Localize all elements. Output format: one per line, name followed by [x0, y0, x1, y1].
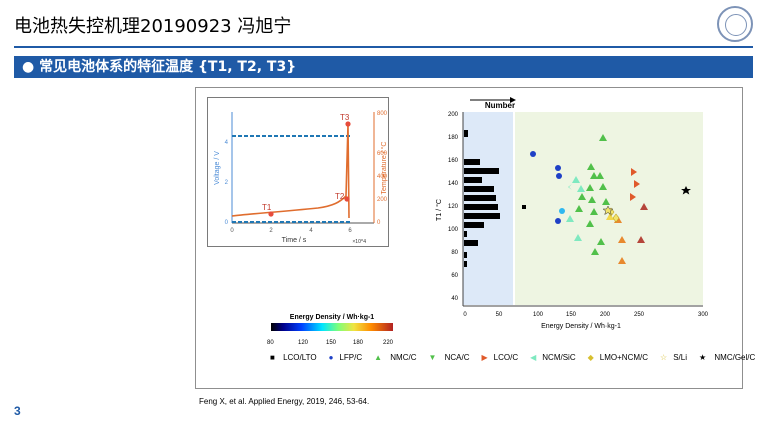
histogram-scatter-chart: Number 200 180 160 140 120 100 80 60 40 …: [435, 97, 709, 330]
voltage-tick-1: 2: [225, 180, 229, 186]
scatter-x-tick-300: 300: [698, 312, 709, 318]
time-tick-2: 4: [309, 228, 313, 234]
inset-x-label: Time / s: [282, 237, 307, 244]
page-number: 3: [14, 404, 21, 418]
triangle-up-icon: ▲: [374, 353, 383, 362]
bullet-icon: ●: [22, 59, 35, 75]
y-tick-200: 200: [448, 112, 459, 118]
triangle-left-icon: ◀: [530, 353, 537, 362]
voltage-axis-label: Voltage / V: [214, 151, 221, 185]
temp-tick-2: 400: [377, 174, 388, 180]
square-icon: ■: [270, 353, 275, 362]
legend: ■ LCO/LTO ● LFP/C ▲ NMC/C ▼ NCA/C ▶ LCO/C …: [270, 353, 767, 362]
time-tick-0: 0: [230, 228, 234, 234]
legend-item-lmo-ncm-c: ◆ LMO+NCM/C: [587, 353, 649, 362]
scatter-x-tick-150: 150: [566, 312, 577, 318]
colorbar-tick-180: 180: [353, 340, 364, 346]
temp-tick-4: 800: [377, 111, 388, 117]
y-tick-120: 120: [448, 204, 459, 210]
temperature-axis-label: Temperature / °C: [380, 142, 388, 195]
page-title: 电池热失控机理20190923 冯旭宁: [14, 16, 292, 37]
legend-item-nmc-c: ▲ NMC/C: [374, 353, 417, 362]
section-banner: ● 常见电池体系的特征温度 {T1, T2, T3}: [14, 56, 753, 78]
scatter-y-label: T1 / °C: [435, 199, 443, 221]
citation: Feng X, et al. Applied Energy, 2019, 246…: [199, 397, 370, 406]
university-logo: [717, 6, 753, 42]
legend-item-lco-lto: ■ LCO/LTO: [270, 353, 317, 362]
y-tick-60: 60: [451, 273, 458, 279]
scatter-x-label: Energy Density / Wh·kg-1: [541, 323, 621, 330]
legend-item-ncm-sic: ◀ NCM/SiC: [530, 353, 576, 362]
t1-label: T1: [262, 203, 272, 212]
histogram-title: Number: [485, 101, 515, 110]
colorbar-tick-220: 220: [383, 340, 394, 346]
inset-thermal-runaway-plot: T1 T2 T3 0 2 4 0 200 400 600 800 0 2 4 6…: [207, 97, 389, 247]
colorbar-tick-120: 120: [298, 340, 309, 346]
diamond-icon: ◆: [587, 353, 594, 362]
y-tick-100: 100: [448, 227, 459, 233]
time-tick-3: 6: [348, 228, 352, 234]
temp-tick-0: 0: [377, 220, 381, 226]
y-tick-180: 180: [448, 135, 459, 141]
section-title: 常见电池体系的特征温度 {T1, T2, T3}: [39, 59, 297, 75]
temp-tick-1: 200: [377, 197, 388, 203]
colorbar-tick-80: 80: [267, 340, 274, 346]
triangle-down-icon: ▼: [428, 353, 437, 362]
voltage-tick-2: 4: [225, 140, 229, 146]
colorbar-tick-150: 150: [326, 340, 337, 346]
figure-container: T1 T2 T3 0 2 4 0 200 400 600 800 0 2 4 6…: [195, 87, 743, 389]
t3-label: T3: [340, 113, 350, 122]
hist-x-tick-1: 50: [496, 312, 503, 318]
y-tick-160: 160: [448, 158, 459, 164]
time-tick-1: 2: [269, 228, 273, 234]
circle-icon: ●: [328, 353, 334, 362]
legend-item-nca-c: ▼ NCA/C: [428, 353, 470, 362]
inset-chart: T1 T2 T3 0 2 4 0 200 400 600 800 0 2 4 6…: [214, 111, 388, 245]
title-rule: [14, 46, 753, 48]
energy-colorbar: [271, 323, 393, 331]
colorbar-title: Energy Density / Wh·kg-1: [289, 314, 375, 321]
legend-item-lco-c: ▶ LCO/C: [481, 353, 519, 362]
scatter-x-tick-200: 200: [600, 312, 611, 318]
y-tick-40: 40: [451, 296, 458, 302]
star-icon: ★: [698, 353, 707, 362]
legend-item-s-li: ☆ S/Li: [660, 353, 687, 362]
scatter-x-tick-100: 100: [533, 312, 544, 318]
y-tick-140: 140: [448, 181, 459, 187]
triangle-right-icon: ▶: [481, 353, 488, 362]
voltage-tick-0: 0: [225, 220, 229, 226]
legend-item-nmc-gel-c: ★ NMC/Gel/C: [698, 353, 756, 362]
hist-x-tick-0: 0: [463, 312, 467, 318]
star-outline-icon: ☆: [660, 353, 668, 362]
t2-label: T2: [335, 192, 345, 201]
legend-item-lfp-c: ● LFP/C: [328, 353, 363, 362]
inset-x-scale: ×10^4: [352, 239, 366, 245]
y-tick-80: 80: [451, 250, 458, 256]
temp-tick-3: 600: [377, 151, 388, 157]
scatter-x-tick-250: 250: [634, 312, 645, 318]
